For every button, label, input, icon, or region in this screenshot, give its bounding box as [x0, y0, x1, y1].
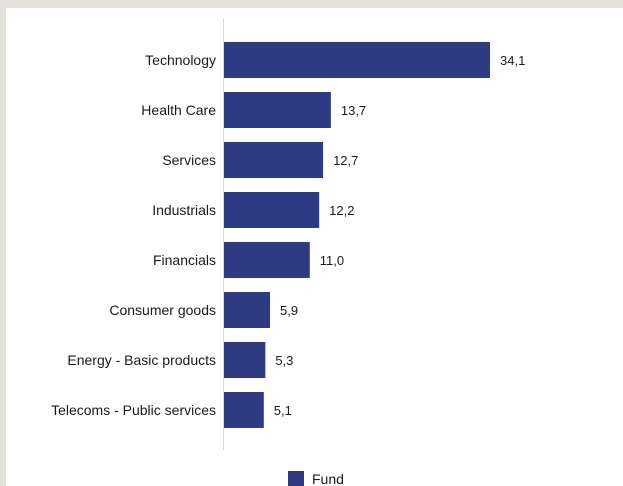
category-label-0: Technology	[145, 52, 216, 68]
value-label-2: 12,7	[333, 153, 358, 168]
bar-1	[224, 92, 331, 128]
value-labels-group: 34,1 13,7 12,7 12,2 11,0 5,9 5,3 5,1	[274, 53, 526, 418]
legend-label-fund: Fund	[312, 471, 344, 486]
category-label-2: Services	[162, 152, 216, 168]
bar-3	[224, 192, 320, 228]
bar-0	[224, 42, 490, 78]
value-label-5: 5,9	[280, 303, 298, 318]
value-label-3: 12,2	[329, 203, 354, 218]
legend-swatch-fund	[288, 471, 304, 486]
bar-6	[224, 342, 266, 378]
category-label-1: Health Care	[141, 102, 216, 118]
category-label-4: Financials	[153, 252, 216, 268]
bar-5	[224, 292, 271, 328]
category-labels-group: Technology Health Care Services Industrials…	[51, 52, 216, 418]
value-label-1: 13,7	[341, 103, 366, 118]
category-label-3: Industrials	[152, 202, 216, 218]
value-label-4: 11,0	[320, 253, 344, 268]
legend: Fund	[288, 471, 344, 486]
category-label-5: Consumer goods	[109, 302, 216, 318]
bar-7	[224, 392, 264, 428]
value-label-6: 5,3	[275, 353, 293, 368]
bar-2	[224, 142, 324, 178]
value-label-0: 34,1	[500, 53, 525, 68]
bar-4	[224, 242, 310, 278]
category-label-6: Energy - Basic products	[67, 352, 216, 368]
category-label-7: Telecoms - Public services	[51, 402, 216, 418]
bars-group	[224, 42, 490, 428]
value-label-7: 5,1	[274, 403, 292, 418]
chart-frame	[6, 8, 623, 486]
